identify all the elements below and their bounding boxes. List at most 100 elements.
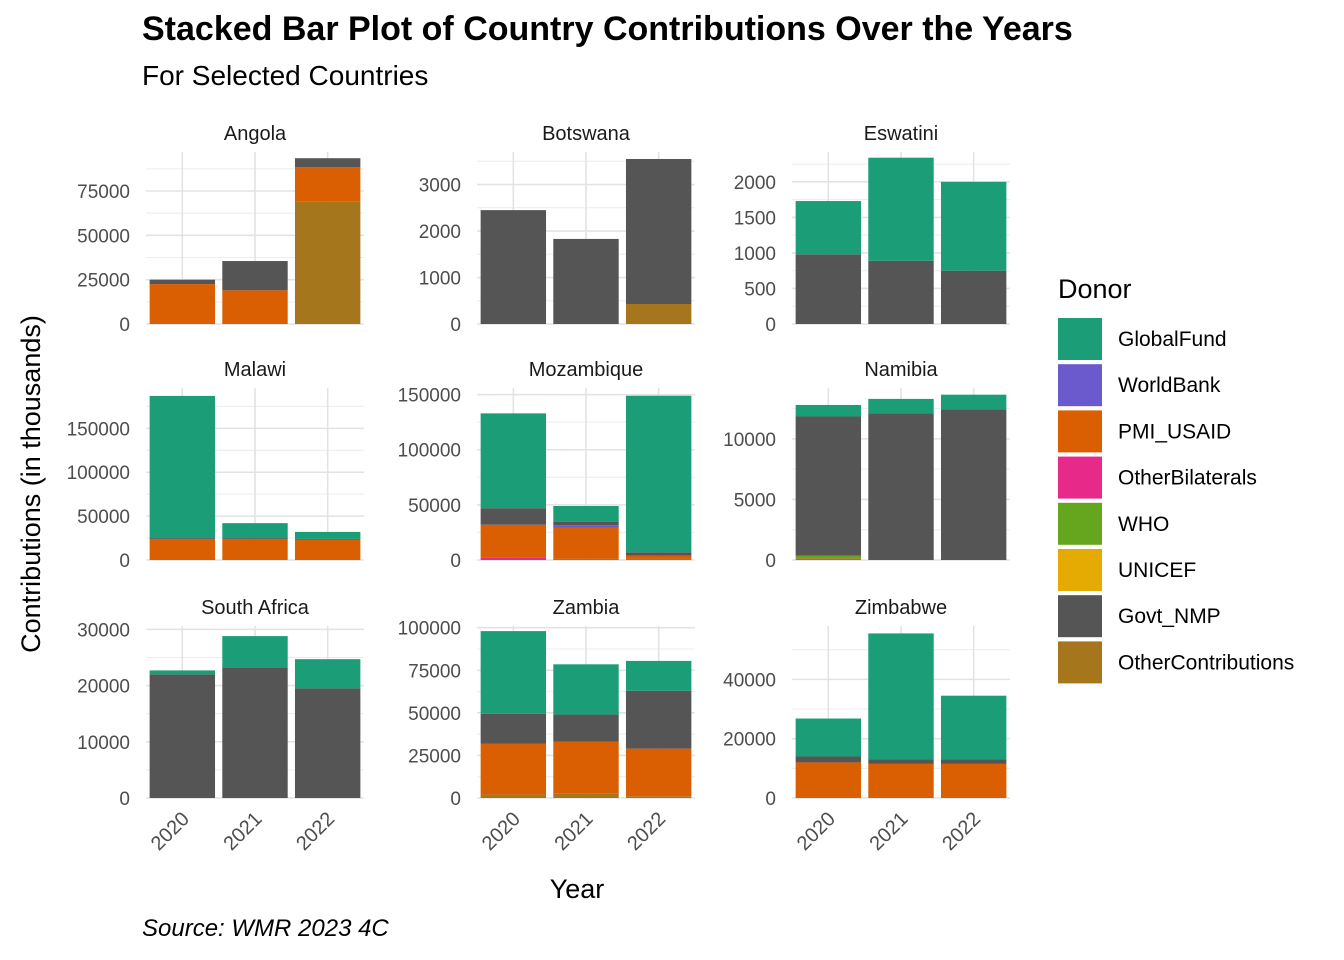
bar-segment-zimbabwe-2021-pmi-usaid bbox=[868, 763, 934, 798]
bar-segment-mozambique-2021-worldbank bbox=[553, 525, 619, 528]
y-tick-label: 100000 bbox=[398, 441, 461, 462]
bar-segment-zimbabwe-2022-globalfund bbox=[940, 695, 1007, 760]
bar-segment-angola-2022-othercontributions bbox=[294, 201, 361, 324]
bar-segment-botswana-2020-govt-nmp bbox=[480, 210, 547, 324]
bar-segment-eswatini-2021-globalfund bbox=[868, 157, 934, 261]
bar-segment-zambia-2020-othercontributions bbox=[480, 794, 547, 798]
bar-segment-angola-2021-pmi-usaid bbox=[222, 290, 288, 324]
legend-swatch-globalfund bbox=[1058, 318, 1102, 360]
y-tick-label: 10000 bbox=[723, 430, 776, 451]
bar-segment-eswatini-2020-globalfund bbox=[795, 201, 862, 255]
x-tick-label: 2021 bbox=[866, 808, 913, 855]
bar-segment-mozambique-2022-pmi-usaid bbox=[625, 555, 692, 559]
facet-panel-eswatini: Eswatini 0 500 1000 1500 2000 bbox=[734, 123, 1010, 336]
bar-segment-zambia-2022-govt-nmp bbox=[625, 690, 692, 749]
bar-segment-malawi-2022-govt-nmp bbox=[294, 538, 361, 540]
y-tick-label: 0 bbox=[119, 315, 130, 336]
bar-segment-eswatini-2022-govt-nmp bbox=[940, 270, 1007, 324]
y-tick-label: 0 bbox=[450, 789, 461, 810]
facet-panel-malawi: Malawi 0 50000 100000 150000 bbox=[67, 359, 364, 572]
y-tick-label: 40000 bbox=[723, 670, 776, 691]
facet-label-botswana: Botswana bbox=[542, 123, 631, 145]
bar-segment-botswana-2022-govt-nmp bbox=[625, 158, 692, 305]
legend-title: Donor bbox=[1058, 274, 1132, 304]
bar-segment-namibia-2020-globalfund bbox=[795, 404, 862, 417]
bar-segment-angola-2020-govt-nmp bbox=[149, 279, 216, 285]
chart-subtitle: For Selected Countries bbox=[142, 60, 429, 91]
x-tick-label: 2022 bbox=[292, 808, 339, 855]
legend-label-globalfund: GlobalFund bbox=[1118, 328, 1227, 351]
facet-panel-botswana: Botswana 0 1000 2000 3000 bbox=[419, 123, 695, 336]
bar-segment-malawi-2022-globalfund bbox=[294, 531, 361, 539]
legend-label-who: WHO bbox=[1118, 513, 1169, 536]
facet-panel-zambia: Zambia 0 25000 50000 75000 100000 2020 2021 2022 bbox=[398, 597, 695, 855]
legend-swatch-pmi-usaid bbox=[1058, 410, 1102, 453]
legend: Donor GlobalFund WorldBank PMI_USAID OtherBi… bbox=[1058, 274, 1294, 684]
legend-label-pmi-usaid: PMI_USAID bbox=[1118, 420, 1231, 443]
facet-label-eswatini: Eswatini bbox=[864, 123, 938, 145]
y-tick-label: 10000 bbox=[77, 733, 130, 754]
bar-segment-zimbabwe-2020-govt-nmp bbox=[795, 756, 862, 763]
bar-segment-malawi-2021-govt-nmp bbox=[222, 538, 288, 539]
bar-segment-namibia-2020-who bbox=[795, 555, 862, 559]
facet-panel-south-africa: South Africa 0 10000 20000 30000 2020 2021 2022 bbox=[77, 597, 364, 855]
bar-segment-zambia-2021-pmi-usaid bbox=[553, 741, 619, 794]
x-tick-label: 2021 bbox=[551, 808, 598, 855]
bar-segment-angola-2021-govt-nmp bbox=[222, 261, 288, 291]
bar-segment-malawi-2020-pmi-usaid bbox=[149, 538, 216, 560]
y-tick-label: 1500 bbox=[734, 208, 776, 229]
bar-segment-zimbabwe-2022-pmi-usaid bbox=[940, 763, 1007, 798]
bar-segment-namibia-2020-govt-nmp bbox=[795, 416, 862, 556]
chart-caption: Source: WMR 2023 4C bbox=[142, 915, 389, 942]
facet-label-malawi: Malawi bbox=[224, 359, 286, 381]
bar-segment-south-africa-2022-govt-nmp bbox=[294, 688, 361, 798]
bar-segment-zambia-2022-othercontributions bbox=[625, 796, 692, 798]
facet-panel-mozambique: Mozambique 0 50000 100000 150000 bbox=[398, 359, 695, 572]
bar-segment-eswatini-2021-govt-nmp bbox=[868, 260, 934, 324]
bar-segment-mozambique-2020-otherbilaterals bbox=[480, 557, 547, 560]
y-tick-label: 50000 bbox=[408, 496, 461, 517]
y-tick-label: 100000 bbox=[398, 619, 461, 640]
bar-segment-namibia-2022-globalfund bbox=[940, 394, 1007, 410]
facet-label-zambia: Zambia bbox=[553, 597, 621, 619]
y-tick-label: 0 bbox=[450, 551, 461, 572]
y-tick-label: 20000 bbox=[77, 677, 130, 698]
facet-label-namibia: Namibia bbox=[864, 359, 938, 381]
bar-segment-angola-2020-pmi-usaid bbox=[149, 284, 216, 324]
facet-panel-zimbabwe: Zimbabwe 0 20000 40000 2020 2021 2022 bbox=[723, 597, 1010, 855]
x-tick-label: 2021 bbox=[220, 808, 267, 855]
legend-swatch-otherbilaterals bbox=[1058, 456, 1102, 499]
facet-label-zimbabwe: Zimbabwe bbox=[855, 597, 947, 619]
y-tick-label: 20000 bbox=[723, 730, 776, 751]
x-tick-label: 2022 bbox=[938, 808, 985, 855]
legend-swatch-who bbox=[1058, 502, 1102, 545]
legend-label-worldbank: WorldBank bbox=[1118, 374, 1221, 397]
y-tick-label: 2000 bbox=[419, 222, 461, 243]
y-tick-label: 50000 bbox=[408, 704, 461, 725]
bar-segment-botswana-2022-othercontributions bbox=[625, 304, 692, 324]
legend-label-otherbilaterals: OtherBilaterals bbox=[1118, 467, 1257, 490]
bar-segment-zambia-2020-globalfund bbox=[480, 631, 547, 714]
bar-segment-zambia-2020-govt-nmp bbox=[480, 713, 547, 744]
y-tick-label: 0 bbox=[119, 789, 130, 810]
y-tick-label: 150000 bbox=[398, 386, 461, 407]
bar-segment-angola-2022-pmi-usaid bbox=[294, 167, 361, 202]
bar-segment-zimbabwe-2021-globalfund bbox=[868, 633, 934, 760]
bar-segment-zimbabwe-2020-pmi-usaid bbox=[795, 762, 862, 798]
bar-segment-south-africa-2021-govt-nmp bbox=[222, 667, 288, 798]
bar-segment-botswana-2021-govt-nmp bbox=[553, 238, 619, 324]
x-tick-label: 2020 bbox=[147, 808, 194, 855]
legend-label-unicef: UNICEF bbox=[1118, 559, 1196, 582]
bar-segment-mozambique-2020-govt-nmp bbox=[480, 508, 547, 525]
y-tick-label: 75000 bbox=[77, 182, 130, 203]
bar-segment-south-africa-2021-globalfund bbox=[222, 636, 288, 668]
legend-swatch-worldbank bbox=[1058, 364, 1102, 407]
bar-segment-zambia-2021-globalfund bbox=[553, 664, 619, 715]
bar-segment-zimbabwe-2020-globalfund bbox=[795, 718, 862, 757]
bar-segment-namibia-2022-govt-nmp bbox=[940, 409, 1007, 560]
bar-segment-eswatini-2022-globalfund bbox=[940, 181, 1007, 271]
bar-segment-namibia-2021-govt-nmp bbox=[868, 413, 934, 560]
bar-segment-mozambique-2021-pmi-usaid bbox=[553, 527, 619, 559]
facet-label-south-africa: South Africa bbox=[201, 597, 310, 619]
